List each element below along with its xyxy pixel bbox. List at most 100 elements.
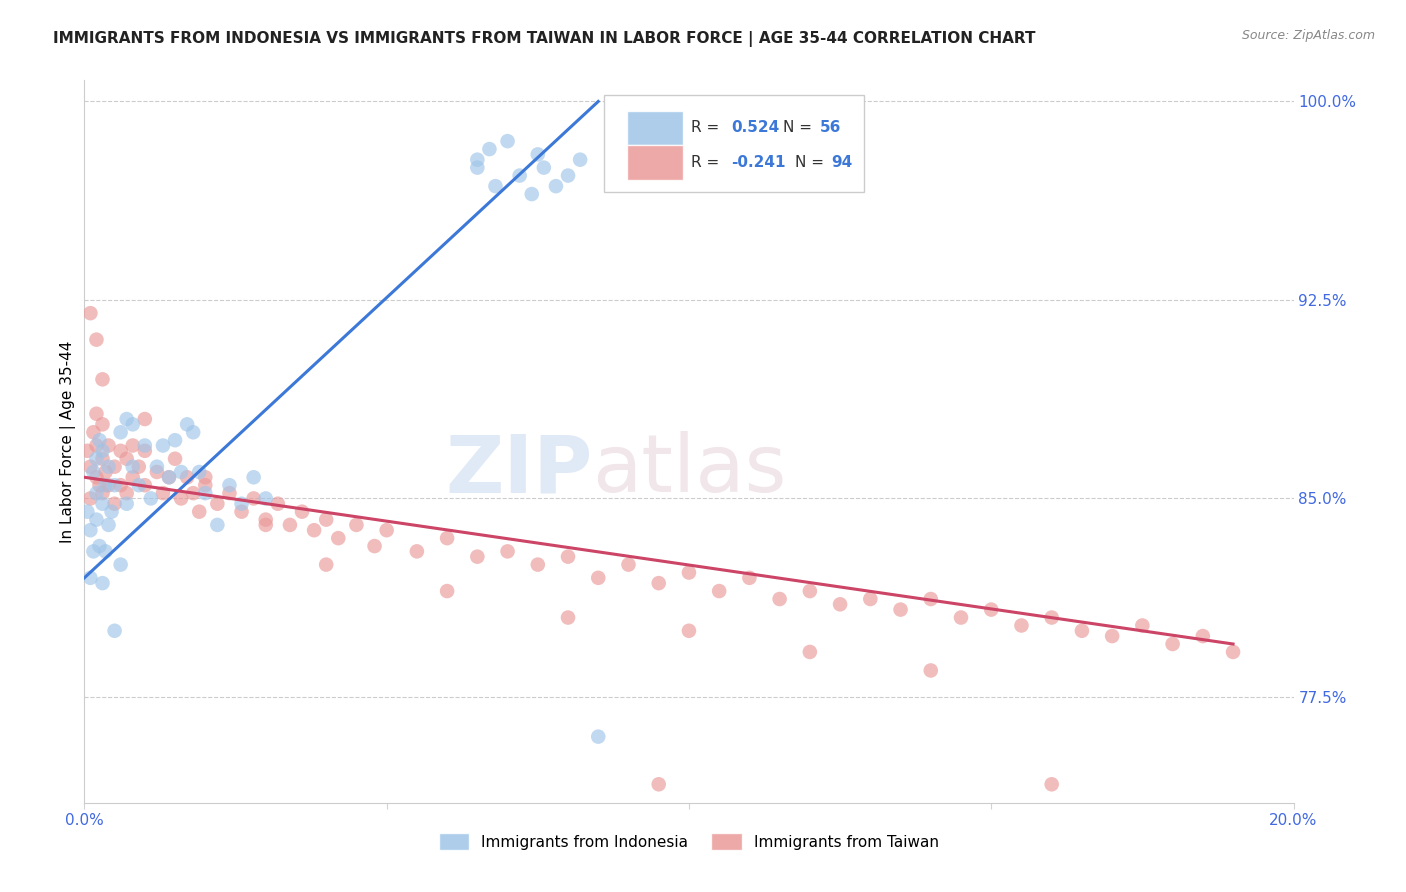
Point <box>617 558 640 572</box>
Point <box>79 306 101 320</box>
Point <box>165 451 187 466</box>
Text: 94: 94 <box>831 155 853 170</box>
Point <box>1011 618 1033 632</box>
Point <box>110 425 132 440</box>
Point <box>134 438 156 452</box>
Point <box>980 602 1002 616</box>
Point <box>254 491 277 506</box>
Point <box>484 179 506 194</box>
Point <box>104 459 127 474</box>
Point <box>86 470 108 484</box>
Point <box>165 434 187 448</box>
Point <box>91 451 114 466</box>
Point <box>79 523 101 537</box>
Point <box>121 417 143 432</box>
Point <box>86 513 108 527</box>
Point <box>194 478 217 492</box>
Point <box>86 486 108 500</box>
Text: IMMIGRANTS FROM INDONESIA VS IMMIGRANTS FROM TAIWAN IN LABOR FORCE | AGE 35-44 C: IMMIGRANTS FROM INDONESIA VS IMMIGRANTS … <box>53 31 1036 47</box>
Point <box>115 497 138 511</box>
Point <box>94 544 117 558</box>
Point <box>1071 624 1094 638</box>
Point <box>709 584 731 599</box>
Point <box>799 645 821 659</box>
Point <box>588 730 610 744</box>
Point <box>799 584 821 599</box>
Point <box>544 179 567 194</box>
Point <box>82 544 104 558</box>
Point <box>82 465 104 479</box>
Point <box>110 478 132 492</box>
Point <box>231 497 253 511</box>
Point <box>218 478 240 492</box>
Point <box>89 478 111 492</box>
Point <box>170 465 193 479</box>
Point <box>86 451 108 466</box>
FancyBboxPatch shape <box>605 95 865 193</box>
Point <box>115 486 138 500</box>
FancyBboxPatch shape <box>627 145 683 180</box>
Point <box>146 459 169 474</box>
Point <box>859 592 882 607</box>
Point <box>920 592 942 607</box>
Point <box>91 372 114 386</box>
FancyBboxPatch shape <box>627 111 683 145</box>
Point <box>76 443 98 458</box>
Point <box>97 438 120 452</box>
Point <box>157 470 180 484</box>
Text: N =: N = <box>796 155 830 170</box>
Point <box>188 505 211 519</box>
Point <box>520 187 543 202</box>
Legend: Immigrants from Indonesia, Immigrants from Taiwan: Immigrants from Indonesia, Immigrants fr… <box>433 827 945 856</box>
Point <box>467 153 489 167</box>
Point <box>436 584 458 599</box>
Point <box>134 412 156 426</box>
Point <box>104 497 127 511</box>
Point <box>76 505 98 519</box>
Point <box>315 513 337 527</box>
Point <box>1161 637 1184 651</box>
Point <box>97 517 120 532</box>
Point <box>1040 610 1063 624</box>
Point <box>557 610 579 624</box>
Point <box>91 576 114 591</box>
Point <box>115 451 138 466</box>
Point <box>115 412 138 426</box>
Text: Source: ZipAtlas.com: Source: ZipAtlas.com <box>1241 29 1375 42</box>
Point <box>218 486 240 500</box>
Point <box>86 438 108 452</box>
Point <box>139 491 162 506</box>
Point <box>557 549 579 564</box>
Y-axis label: In Labor Force | Age 35-44: In Labor Force | Age 35-44 <box>60 341 76 542</box>
Point <box>1040 777 1063 791</box>
Text: 0.524: 0.524 <box>731 120 779 136</box>
Point <box>278 517 301 532</box>
Point <box>86 407 108 421</box>
Text: atlas: atlas <box>592 432 786 509</box>
Point <box>181 425 204 440</box>
Point <box>91 417 114 432</box>
Point <box>91 486 114 500</box>
Point <box>496 544 519 558</box>
Point <box>1222 645 1244 659</box>
Point <box>648 576 671 591</box>
Point <box>254 513 277 527</box>
Point <box>94 478 117 492</box>
Point <box>1192 629 1215 643</box>
Point <box>181 486 204 500</box>
Point <box>97 459 120 474</box>
Point <box>648 777 671 791</box>
Point <box>533 161 555 175</box>
Point <box>436 531 458 545</box>
Point <box>121 459 143 474</box>
Point <box>242 470 264 484</box>
Point <box>1130 618 1153 632</box>
Point <box>588 571 610 585</box>
Point <box>157 470 180 484</box>
Point <box>231 505 253 519</box>
Point <box>527 147 550 161</box>
Point <box>91 497 114 511</box>
Point <box>89 434 111 448</box>
Point <box>478 142 501 156</box>
Point <box>86 333 108 347</box>
